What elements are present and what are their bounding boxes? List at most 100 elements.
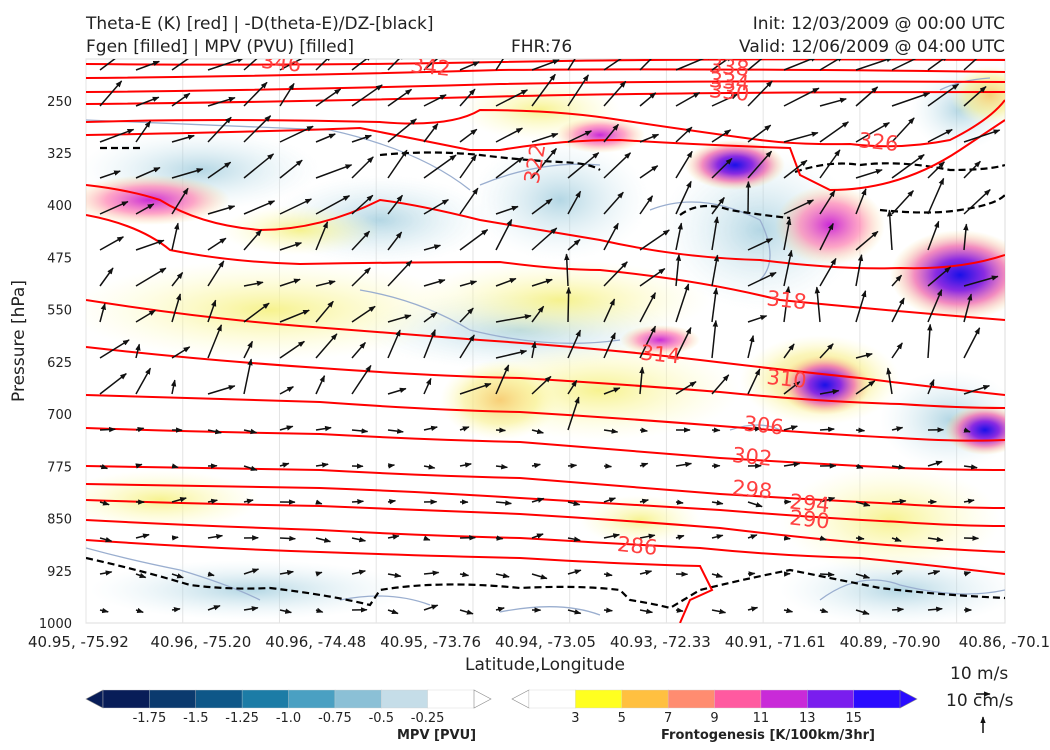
wind-vector (495, 364, 510, 395)
wind-vector (927, 220, 940, 251)
wind-vector (243, 200, 276, 215)
wind-vector (351, 305, 376, 323)
wind-vector (279, 386, 294, 395)
wind-vector (495, 463, 508, 470)
wind-vector (279, 309, 310, 323)
wind-vector (171, 497, 187, 503)
wind-vector (171, 535, 179, 541)
wind-vector (819, 389, 840, 395)
wind-vector (315, 607, 324, 613)
wind-vector (171, 573, 184, 579)
wind-vector (387, 231, 403, 251)
wind-vector (459, 307, 474, 323)
wind-vector (315, 537, 332, 543)
wind-vector (315, 88, 342, 107)
wind-vector (315, 280, 336, 287)
wind-vector (315, 221, 329, 251)
colorbar-cell (760, 689, 809, 709)
wind-vector (495, 572, 510, 579)
theta-e-label: 346 (260, 49, 302, 77)
wind-vector (747, 606, 759, 612)
wind-vector (603, 497, 617, 503)
wind-vector (819, 607, 829, 614)
wind-vector (963, 498, 975, 504)
wind-vector (495, 314, 532, 323)
wind-vector (891, 606, 905, 613)
theta-e-label: 326 (857, 128, 899, 156)
y-tick-label: 325 (47, 147, 72, 162)
wind-vector (387, 499, 397, 505)
wind-vector (963, 427, 971, 433)
wind-vector (639, 608, 654, 614)
wind-vector (564, 253, 570, 287)
wind-vector (171, 59, 190, 71)
wind-vector (459, 228, 489, 251)
wind-vector (171, 293, 182, 323)
wind-vector (243, 280, 264, 287)
wind-vector (423, 279, 446, 287)
wind-vector (639, 292, 657, 323)
wind-vector (639, 165, 659, 179)
wind-vector (639, 267, 666, 287)
wind-vector (279, 340, 305, 359)
wind-vector (495, 606, 505, 613)
theta-e-labels: 3463423383343303263423263223183143103063… (260, 49, 900, 560)
fgen-colorbar-label: Frontogenesis [K/100km/3hr] (661, 728, 875, 743)
wind-vector (387, 428, 404, 434)
wind-vector (279, 278, 301, 287)
wind-vector (351, 134, 372, 143)
wind-vector (819, 496, 836, 503)
wind-vector (819, 190, 836, 215)
wind-vector (891, 464, 906, 470)
wind-vector (927, 161, 945, 179)
wind-vector (855, 254, 864, 287)
wind-vector (99, 426, 116, 433)
wind-vector (459, 334, 475, 359)
wind-vector (603, 222, 619, 251)
wind-vector (135, 426, 145, 433)
wind-vector (315, 425, 332, 432)
x-tick-label: 40.91, -71.61 (725, 633, 826, 651)
wind-vector (171, 92, 191, 107)
wind-vector (99, 80, 123, 107)
wind-vector (783, 535, 791, 541)
wind-vector (495, 205, 519, 215)
wind-vector (243, 498, 254, 504)
wind-vector (855, 573, 871, 579)
y-tick-label: 475 (47, 251, 72, 266)
theta-e-label: 338 (708, 53, 750, 81)
wind-vector (207, 428, 222, 435)
wind-vector (531, 278, 553, 287)
wind-vector (567, 536, 581, 542)
wind-vector (99, 302, 106, 323)
wind-vector (963, 384, 991, 395)
wind-vector (531, 198, 553, 215)
wind-vector (207, 299, 217, 323)
wind-vector (207, 161, 232, 179)
wind-vector (459, 61, 480, 71)
mpv-colorbar: -1.75 -1.5 -1.25 -1.0 -0.75 -0.5 -0.25 (85, 689, 492, 726)
wind-vector (819, 257, 837, 287)
wind-vector (315, 300, 334, 323)
wind-vector (387, 314, 412, 323)
wind-vector (423, 535, 431, 541)
wind-vector (963, 275, 999, 287)
wind-vector (675, 534, 685, 540)
wind-vector (387, 608, 399, 615)
wind-vector (603, 428, 619, 434)
colorbar-cell (288, 689, 336, 709)
wind-vector (243, 465, 258, 471)
wind-vector (171, 271, 184, 287)
colorbar-cell (195, 689, 243, 709)
wind-vector (819, 343, 834, 359)
colorbar-tick-label: 11 (753, 711, 770, 726)
filled-fields: 3463423383343303263423263223183143103063… (86, 49, 1005, 623)
fgen-colorbar-left-extend (511, 689, 530, 709)
wind-vector (855, 609, 870, 615)
wind-vector (135, 463, 143, 469)
wind-vector (639, 498, 649, 505)
wind-vector (747, 501, 763, 508)
wind-vector (783, 131, 819, 143)
wind-vector (315, 133, 336, 143)
wind-vector (855, 501, 871, 507)
